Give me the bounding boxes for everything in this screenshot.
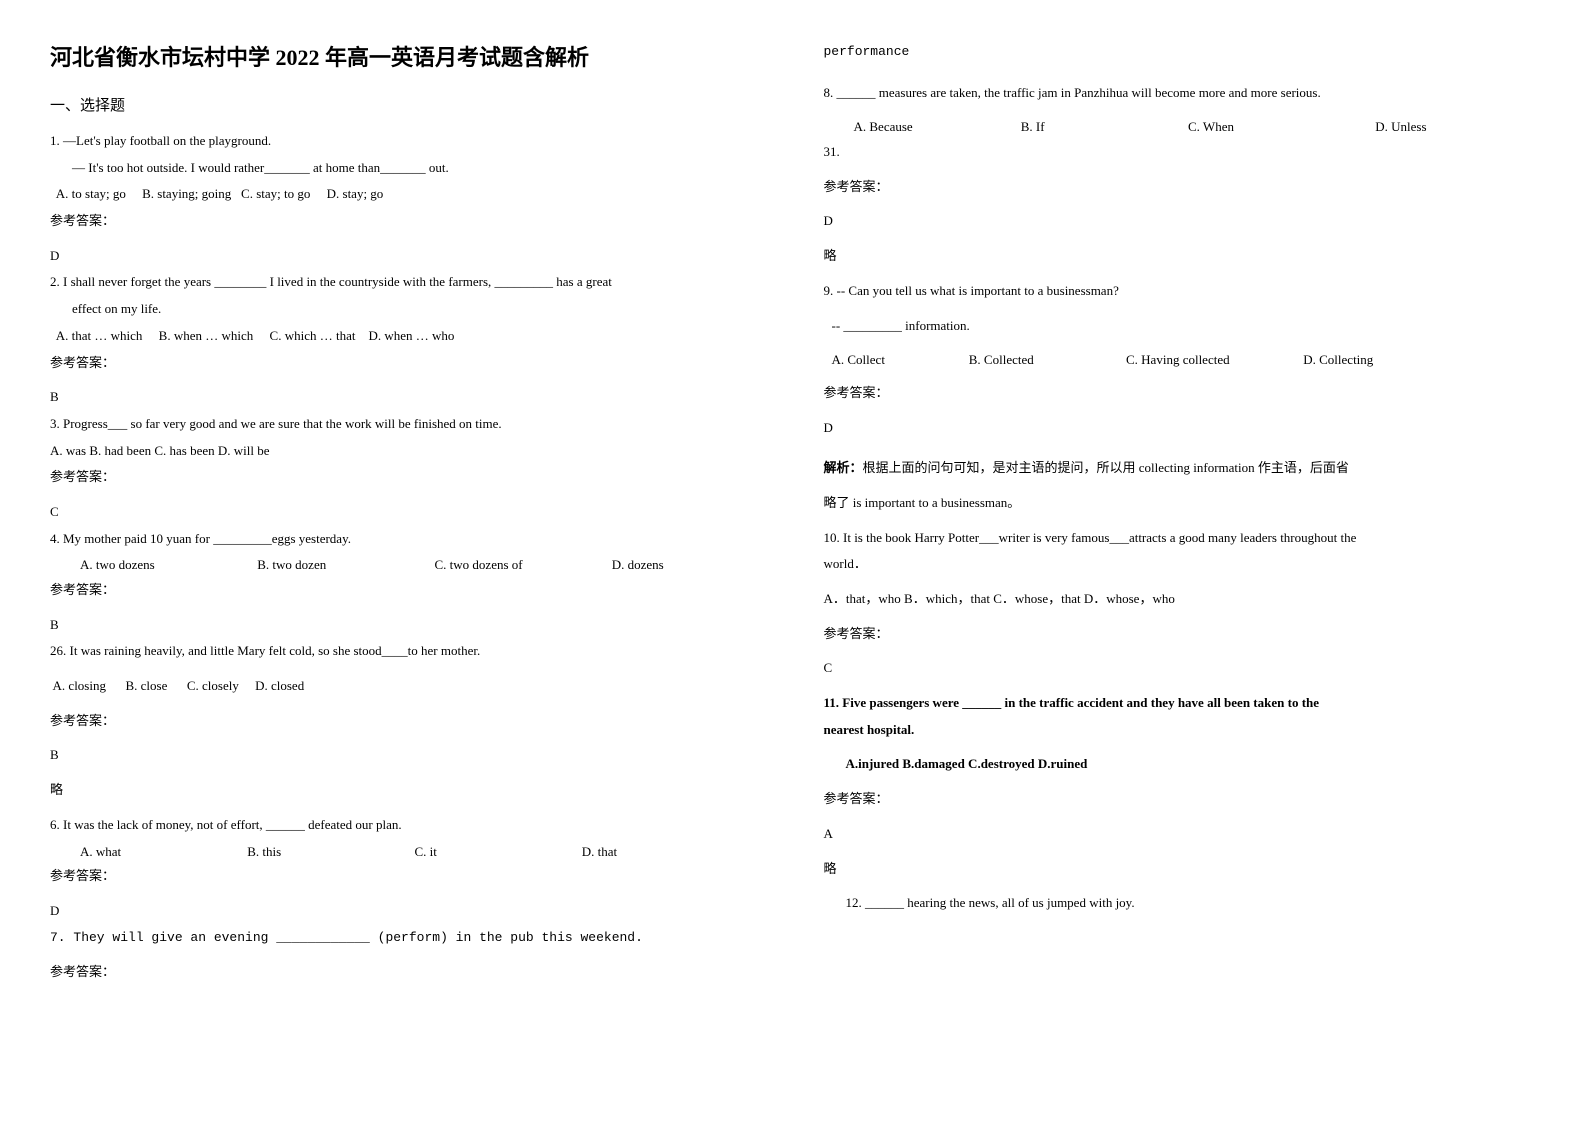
answer-label: 参考答案： bbox=[50, 864, 764, 889]
question-1-line2: — It's too hot outside. I would rather__… bbox=[50, 156, 764, 181]
answer-label: 参考答案： bbox=[824, 622, 1538, 647]
answer-label: 参考答案： bbox=[50, 465, 764, 490]
question-10-answer: C bbox=[824, 656, 1538, 681]
question-2-line1: 2. I shall never forget the years ______… bbox=[50, 270, 764, 295]
question-10-line1: 10. It is the book Harry Potter___writer… bbox=[824, 526, 1538, 551]
q8-opt-c: C. When bbox=[1188, 115, 1348, 140]
question-11-answer: A bbox=[824, 822, 1538, 847]
answer-label: 参考答案： bbox=[824, 787, 1538, 812]
question-5-line1: 26. It was raining heavily, and little M… bbox=[50, 639, 764, 664]
document-title: 河北省衡水市坛村中学 2022 年高一英语月考试题含解析 bbox=[50, 40, 764, 72]
question-3-answer: C bbox=[50, 500, 764, 525]
q8-opt-b: B. If bbox=[1021, 115, 1161, 140]
question-5-options: A. closing B. close C. closely D. closed bbox=[50, 674, 764, 699]
question-9-line1: 9. -- Can you tell us what is important … bbox=[824, 279, 1538, 304]
question-1-answer: D bbox=[50, 244, 764, 269]
q8-opt-a: A. Because bbox=[854, 115, 994, 140]
question-8-line1: 8. ______ measures are taken, the traffi… bbox=[824, 81, 1538, 106]
question-2-answer: B bbox=[50, 385, 764, 410]
explain-label: 解析： bbox=[824, 460, 863, 475]
answer-label: 参考答案： bbox=[50, 209, 764, 234]
question-5-note: 略 bbox=[50, 778, 764, 803]
question-10-line2: world． bbox=[824, 552, 1538, 577]
question-6-options: A. what B. this C. it D. that bbox=[50, 840, 764, 865]
question-8-answer: D bbox=[824, 209, 1538, 234]
question-9-options: A. Collect B. Collected C. Having collec… bbox=[824, 348, 1538, 373]
question-4-line1: 4. My mother paid 10 yuan for _________e… bbox=[50, 527, 764, 552]
page-container: 河北省衡水市坛村中学 2022 年高一英语月考试题含解析 一、选择题 1. —L… bbox=[50, 40, 1537, 987]
question-10-options: A．that，who B．which，that C．whose，that D．w… bbox=[824, 587, 1538, 612]
q8-opt-d: D. Unless bbox=[1375, 115, 1426, 140]
section-heading: 一、选择题 bbox=[50, 94, 764, 115]
question-8-note: 略 bbox=[824, 244, 1538, 269]
question-11-line1: 11. Five passengers were ______ in the t… bbox=[824, 691, 1538, 716]
explain-text-2: 略了 is important to a businessman。 bbox=[824, 491, 1538, 516]
question-11-options: A.injured B.damaged C.destroyed D.ruined bbox=[824, 752, 1538, 777]
question-5-answer: B bbox=[50, 743, 764, 768]
question-12-line1: 12. ______ hearing the news, all of us j… bbox=[824, 891, 1538, 916]
question-3-options: A. was B. had been C. has been D. will b… bbox=[50, 439, 764, 464]
q6-opt-b: B. this bbox=[247, 840, 387, 865]
q4-opt-c: C. two dozens of bbox=[435, 553, 585, 578]
right-column: performance 8. ______ measures are taken… bbox=[824, 40, 1538, 987]
question-8-options: A. Because B. If C. When D. Unless bbox=[824, 115, 1538, 140]
question-3-line1: 3. Progress___ so far very good and we a… bbox=[50, 412, 764, 437]
question-6-line1: 6. It was the lack of money, not of effo… bbox=[50, 813, 764, 838]
q4-opt-b: B. two dozen bbox=[257, 553, 407, 578]
q9-opt-a: A. Collect bbox=[832, 348, 942, 373]
question-11-line2: nearest hospital. bbox=[824, 718, 1538, 743]
question-2-line2: effect on my life. bbox=[50, 297, 764, 322]
answer-label: 参考答案： bbox=[50, 351, 764, 376]
question-6-answer: D bbox=[50, 899, 764, 924]
answer-label: 参考答案： bbox=[824, 175, 1538, 200]
answer-label: 参考答案： bbox=[50, 960, 764, 985]
question-1-line1: 1. —Let's play football on the playgroun… bbox=[50, 129, 764, 154]
q9-opt-d: D. Collecting bbox=[1303, 348, 1373, 373]
question-4-options: A. two dozens B. two dozen C. two dozens… bbox=[50, 553, 764, 578]
question-1-options: A. to stay; go B. staying; going C. stay… bbox=[50, 182, 764, 207]
q4-opt-a: A. two dozens bbox=[80, 553, 230, 578]
answer-label: 参考答案： bbox=[824, 381, 1538, 406]
answer-label: 参考答案： bbox=[50, 709, 764, 734]
left-column: 河北省衡水市坛村中学 2022 年高一英语月考试题含解析 一、选择题 1. —L… bbox=[50, 40, 764, 987]
question-11-note: 略 bbox=[824, 857, 1538, 882]
explain-text-1: 根据上面的问句可知，是对主语的提问，所以用 collecting informa… bbox=[863, 460, 1349, 475]
q6-opt-d: D. that bbox=[582, 840, 617, 865]
question-9-line2: -- _________ information. bbox=[824, 314, 1538, 339]
q9-opt-c: C. Having collected bbox=[1126, 348, 1276, 373]
question-7-line1: 7. They will give an evening ___________… bbox=[50, 926, 764, 951]
question-7-answer: performance bbox=[824, 40, 1538, 65]
q9-opt-b: B. Collected bbox=[969, 348, 1099, 373]
question-8-num: 31. bbox=[824, 140, 1538, 165]
q6-opt-c: C. it bbox=[415, 840, 555, 865]
question-9-answer: D bbox=[824, 416, 1538, 441]
question-9-explain: 解析：根据上面的问句可知，是对主语的提问，所以用 collecting info… bbox=[824, 456, 1538, 481]
q6-opt-a: A. what bbox=[80, 840, 220, 865]
question-2-options: A. that … which B. when … which C. which… bbox=[50, 324, 764, 349]
answer-label: 参考答案： bbox=[50, 578, 764, 603]
question-4-answer: B bbox=[50, 613, 764, 638]
q4-opt-d: D. dozens bbox=[612, 553, 664, 578]
